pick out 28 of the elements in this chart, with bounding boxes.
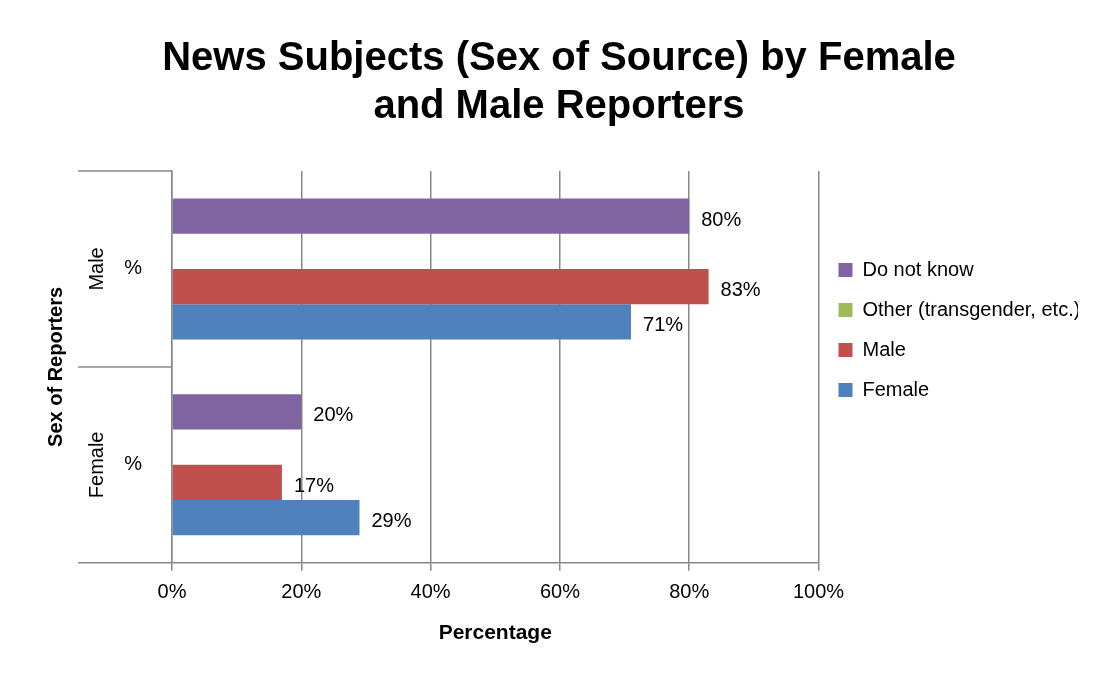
data-label: 17% [293, 474, 335, 496]
x-tick-label: 100% [792, 580, 845, 603]
bar [172, 500, 360, 536]
bar [172, 268, 709, 305]
x-tick-label: 80% [669, 580, 710, 603]
data-label: 71% [643, 313, 684, 336]
legend-label: Female [862, 377, 930, 400]
data-label: 83% [720, 278, 761, 301]
data-label: 29% [371, 509, 412, 532]
chart-title: News Subjects (Sex of Source) by Female and Male Reporters [162, 34, 956, 127]
bar [172, 394, 302, 430]
x-axis-title: Percentage [438, 620, 552, 644]
x-tick-label: 0% [157, 580, 187, 603]
x-tick-label: 60% [539, 580, 581, 603]
y-tick-label: % [124, 452, 143, 475]
text: Female [84, 431, 107, 499]
legend-label: Do not know [862, 257, 975, 280]
legend-label: Male [862, 337, 906, 360]
y-axis-title: Sex of Reporters [43, 286, 66, 447]
y-tick-label: % [124, 256, 143, 279]
bar [172, 198, 690, 234]
x-tick-label: 20% [281, 580, 322, 603]
text: Male [84, 247, 107, 291]
bar [172, 464, 282, 501]
bar [172, 304, 632, 340]
x-tick-label: 40% [410, 580, 451, 603]
data-label: 80% [701, 207, 742, 230]
data-label: 20% [313, 403, 354, 426]
